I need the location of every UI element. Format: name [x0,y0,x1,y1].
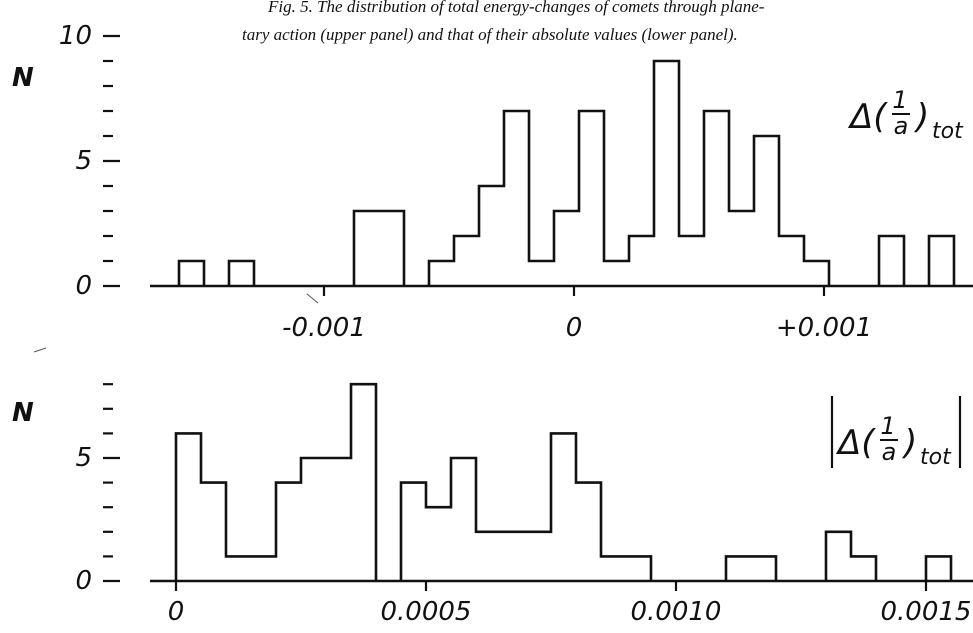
histogram-bar [654,61,679,286]
histogram-bar [479,186,504,286]
label-numerator: 1 [880,412,895,440]
upper-panel: 0 5 10 -0.001 0 +0.001 N Δ(1a) tot [12,21,973,343]
series-label: Δ(1a) tot [847,86,964,144]
histogram-bar [426,507,451,581]
histogram-bar [251,556,276,581]
histogram-bar [351,384,376,581]
y-tick-label: 5 [75,443,92,473]
histogram-bar [826,532,851,581]
histogram-bar [601,556,626,581]
label-subscript: tot [920,445,952,470]
histogram-bar [501,532,526,581]
x-tick-label: 0.0015 [881,597,972,627]
histogram-bar [579,111,604,286]
histogram-bar [301,458,326,581]
histogram-bar [729,211,754,286]
x-tick-label: 0 [168,597,185,627]
histogram-bar [429,261,454,286]
histogram-bar [576,483,601,581]
histogram-bar [379,211,404,286]
histogram-bar [926,556,951,581]
x-tick-label: +0.001 [776,313,872,343]
histogram-bar [354,211,379,286]
label-delta: Δ( [847,97,888,137]
series-label: Δ(1a) tot [830,396,962,470]
histogram-bar [504,111,529,286]
caption-line-2: tary action (upper panel) and that of th… [242,25,738,44]
histogram-bar [704,111,729,286]
histogram-outline [177,59,956,286]
scan-mark [33,347,47,353]
label-close-paren: ) [913,97,929,137]
y-axis-label: N [12,398,34,428]
histogram-bar [754,136,779,286]
histogram-bar [726,556,751,581]
histogram-bar [751,556,776,581]
histogram-bar [851,556,876,581]
histogram-bar [551,433,576,581]
histogram-bar [226,556,251,581]
x-tick-label: 0.0010 [631,597,722,627]
y-tick-label: 0 [75,566,92,596]
x-tick-label: -0.001 [282,313,366,343]
y-tick-label: 5 [75,146,92,176]
lower-panel: 0 5 0 0.0005 0.0010 0.0015 N Δ(1a) tot [12,382,973,627]
y-axis-label: N [12,63,34,93]
label-close-paren: ) [901,423,917,463]
histogram-bar [929,236,954,286]
label-delta: Δ( [835,423,876,463]
y-tick-label: 10 [59,21,92,51]
histogram-bar [604,261,629,286]
histogram-bar [779,236,804,286]
histogram-bar [626,556,651,581]
label-subscript: tot [932,119,964,144]
histogram-bar [804,261,829,286]
histogram-bar [529,261,554,286]
histogram-bar [229,261,254,286]
label-denominator: a [894,112,909,140]
histogram-bar [526,532,551,581]
histogram-bar [679,236,704,286]
x-tick-label: 0 [566,313,583,343]
histogram-bar [179,261,204,286]
histogram-bar [451,458,476,581]
x-tick-label: 0.0005 [381,597,472,627]
y-tick-label: 0 [75,271,92,301]
histogram-bar [276,483,301,581]
label-numerator: 1 [892,86,907,114]
scan-mark [306,293,319,304]
caption-line-1: Fig. 5. The distribution of total energy… [267,0,765,16]
histogram-bar [401,483,426,581]
histogram-bar [629,236,654,286]
histogram-bar [554,211,579,286]
histogram-bar [476,532,501,581]
histogram-bar [454,236,479,286]
histogram-bar [879,236,904,286]
histogram-bar [201,483,226,581]
histogram-bar [326,458,351,581]
histogram-outline [174,382,953,581]
label-denominator: a [882,438,897,466]
histogram-bar [176,433,201,581]
